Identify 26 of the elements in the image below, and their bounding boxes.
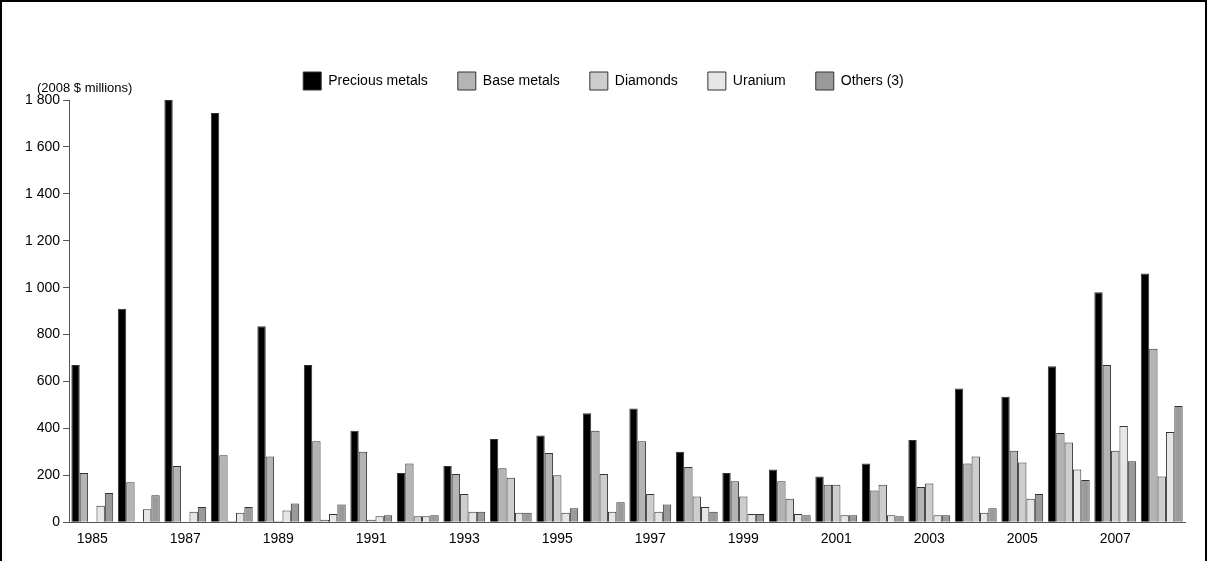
y-tick-label: 0 bbox=[52, 513, 61, 530]
x-tick-label: 1995 bbox=[541, 530, 574, 547]
x-tick-label: 2005 bbox=[1006, 530, 1039, 547]
x-tick-label: 1993 bbox=[448, 530, 481, 547]
y-tick-label: 1 600 bbox=[24, 137, 61, 154]
x-tick-label: 1987 bbox=[169, 530, 202, 547]
x-tick-label: 2003 bbox=[913, 530, 946, 547]
x-tick-label: 2007 bbox=[1099, 530, 1132, 547]
y-tick-label: 400 bbox=[36, 419, 61, 436]
y-tick-label: 1 200 bbox=[24, 231, 61, 248]
x-tick-label: 2001 bbox=[820, 530, 853, 547]
legend-label: Precious metals bbox=[328, 71, 428, 88]
y-tick-label: 600 bbox=[36, 372, 61, 389]
x-tick-label: 1997 bbox=[634, 530, 667, 547]
x-tick-label: 1999 bbox=[727, 530, 760, 547]
y-tick-label: 800 bbox=[36, 325, 61, 342]
legend-label: Base metals bbox=[482, 71, 560, 88]
legend-label: Uranium bbox=[732, 71, 786, 88]
x-tick-label: 1989 bbox=[262, 530, 295, 547]
legend-label: Others (3) bbox=[840, 71, 904, 88]
y-tick-label: 200 bbox=[36, 466, 61, 483]
y-tick-label: 1 000 bbox=[24, 278, 61, 295]
legend-label: Diamonds bbox=[614, 71, 678, 88]
x-tick-label: 1985 bbox=[76, 530, 109, 547]
y-tick-label: 1 400 bbox=[24, 184, 61, 201]
x-tick-label: 1991 bbox=[355, 530, 388, 547]
